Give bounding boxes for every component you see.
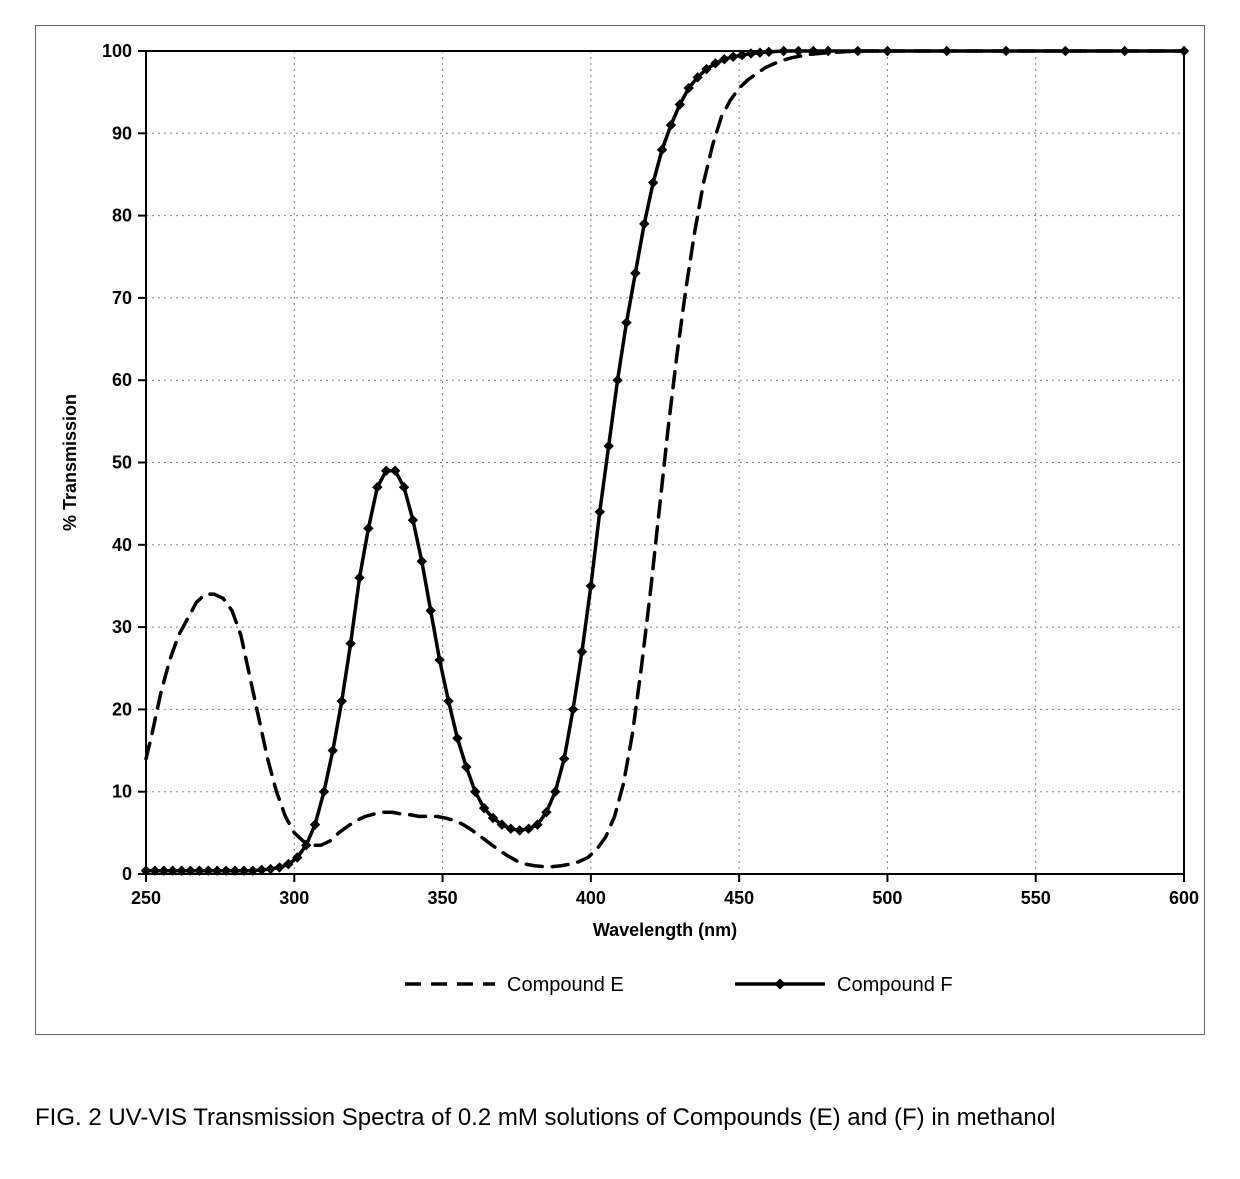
ytick-label: 90 <box>112 123 132 143</box>
xtick-label: 550 <box>1021 888 1051 908</box>
x-axis-label: Wavelength (nm) <box>593 920 737 940</box>
xtick-label: 450 <box>724 888 754 908</box>
legend-label-compound-f: Compound F <box>837 974 953 996</box>
xtick-label: 400 <box>576 888 606 908</box>
chart-outer-border: 250 300 350 400 450 500 550 600 0 10 20 30 40 50 60 70 8… <box>35 25 1205 1035</box>
ytick-label: 100 <box>102 41 132 61</box>
xtick-label: 500 <box>872 888 902 908</box>
figure-page: 250 300 350 400 450 500 550 600 0 10 20 30 40 50 60 70 8… <box>0 0 1240 1179</box>
ytick-label: 10 <box>112 782 132 802</box>
ytick-label: 0 <box>122 864 132 884</box>
xtick-label: 600 <box>1169 888 1199 908</box>
figure-caption: FIG. 2 UV-VIS Transmission Spectra of 0.… <box>35 1100 1205 1136</box>
uvvis-transmission-chart: 250 300 350 400 450 500 550 600 0 10 20 30 40 50 60 70 8… <box>36 26 1204 1034</box>
ytick-label: 40 <box>112 535 132 555</box>
ytick-label: 80 <box>112 206 132 226</box>
xtick-label: 300 <box>279 888 309 908</box>
ytick-label: 30 <box>112 617 132 637</box>
ytick-label: 20 <box>112 699 132 719</box>
ytick-label: 60 <box>112 370 132 390</box>
ytick-label: 70 <box>112 288 132 308</box>
xtick-label: 250 <box>131 888 161 908</box>
legend-label-compound-e: Compound E <box>507 974 624 996</box>
y-axis-label: % Transmission <box>60 394 80 531</box>
ytick-label: 50 <box>112 453 132 473</box>
xtick-label: 350 <box>428 888 458 908</box>
